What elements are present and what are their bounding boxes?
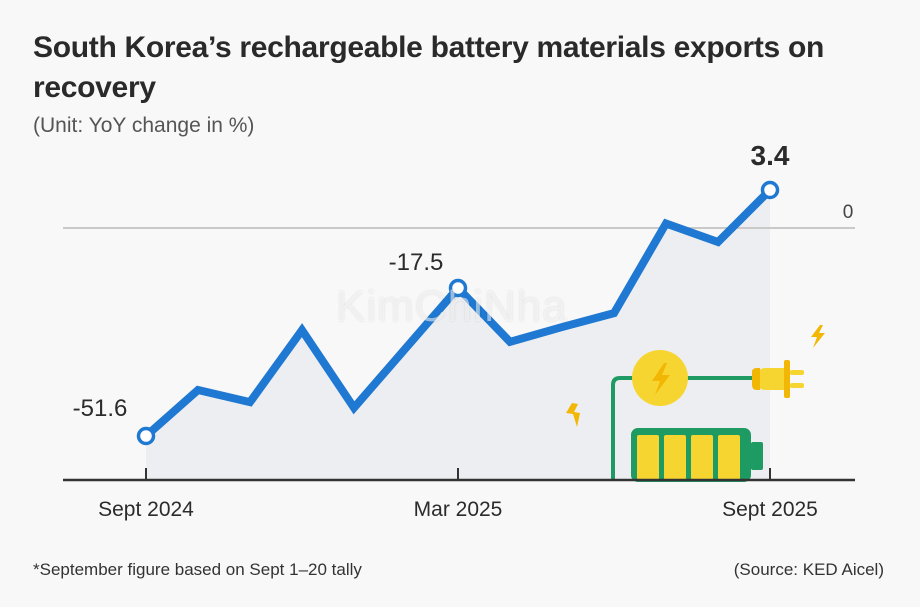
- data-point-marker: [136, 426, 156, 446]
- lightning-bolt-icon: [652, 363, 670, 395]
- spark-bolt-icon: [811, 325, 825, 348]
- data-label: -51.6: [73, 395, 128, 422]
- chart-title: South Korea’s rechargeable battery mater…: [33, 31, 824, 104]
- footnote: *September figure based on Sept 1–20 tal…: [33, 560, 362, 579]
- x-tick-label: Sept 2024: [98, 498, 194, 521]
- data-point-marker: [760, 180, 780, 200]
- plug-icon: [752, 360, 804, 398]
- y-tick-label-0: 0: [843, 202, 854, 223]
- spark-bolt-icon: [566, 403, 580, 427]
- data-point-marker: [448, 278, 468, 298]
- charging-cable: [611, 376, 760, 480]
- battery-charging-illustration: [566, 325, 825, 482]
- source-note: (Source: KED Aicel): [733, 560, 884, 579]
- data-label: 3.4: [751, 140, 790, 171]
- data-label: -17.5: [389, 249, 444, 276]
- battery-icon: [631, 428, 763, 482]
- x-tick-label: Sept 2025: [722, 498, 818, 521]
- chart-subtitle: (Unit: YoY change in %): [33, 114, 255, 137]
- charging-circle-icon: [632, 350, 688, 406]
- x-tick-label: Mar 2025: [414, 498, 503, 521]
